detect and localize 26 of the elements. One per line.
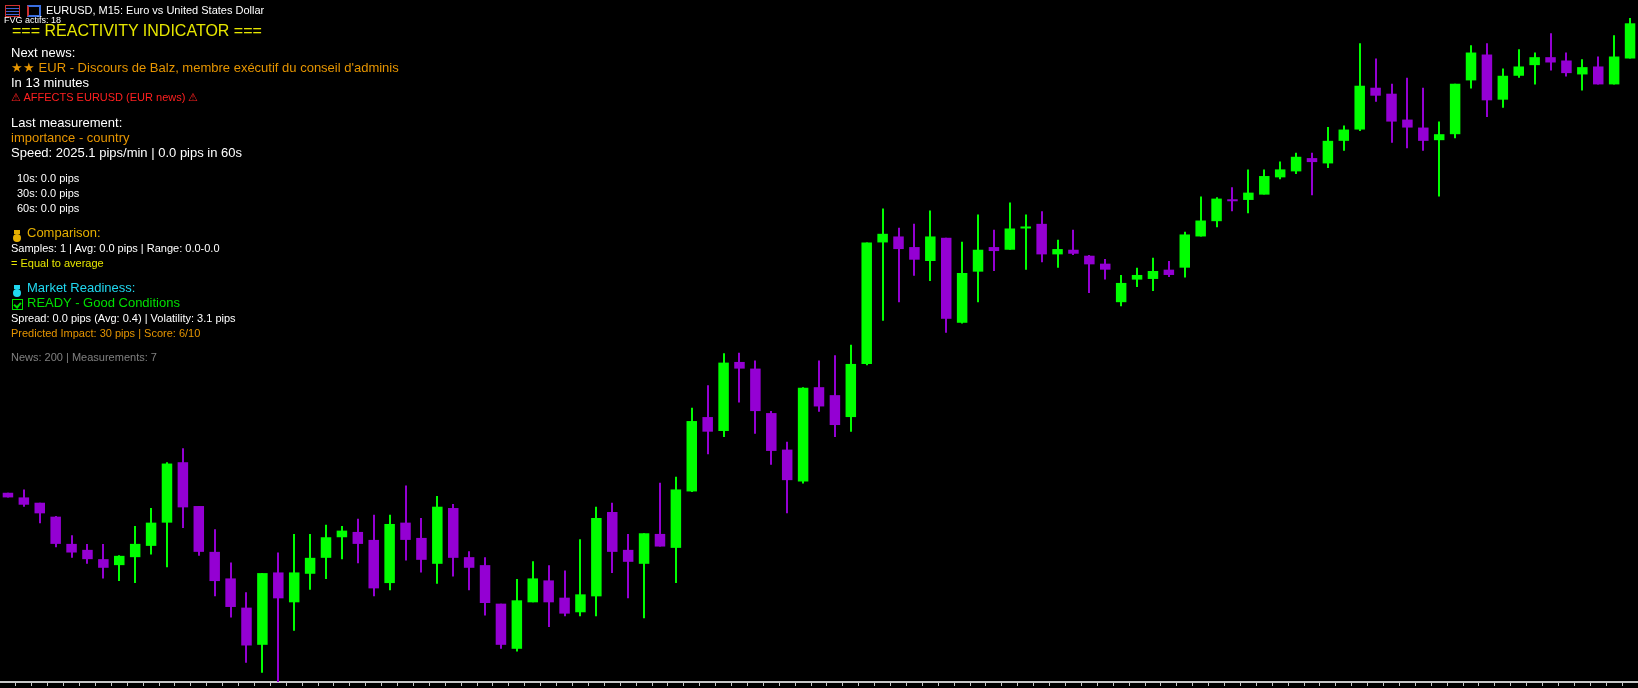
chart-subtitle: EURUSD, M15: Euro vs United States Dollar — [46, 4, 265, 16]
annotation: Speed: 2025.1 pips/min | 0.0 pips in 60s — [11, 145, 243, 161]
annotation: In 13 minutes — [11, 75, 90, 91]
candlestick — [988, 229, 1000, 271]
annotation: Predicted Impact: 30 pips | Score: 6/10 — [11, 327, 201, 340]
annotation: Comparison: — [27, 225, 101, 241]
annotation: 60s: 0.0 pips — [17, 202, 80, 215]
candlestick — [1227, 187, 1238, 212]
annotation: 30s: 0.0 pips — [17, 187, 80, 200]
chart-title: === REACTIVITY INDICATOR === — [12, 22, 262, 40]
annotation: 10s: 0.0 pips — [17, 172, 80, 185]
annotation: = Equal to average — [11, 257, 104, 270]
annotation: Last measurement: — [11, 115, 123, 131]
annotation: ★★ EUR - Discours de Balz, membre exécutif du conseil d'adminis — [11, 60, 399, 76]
annotation: Samples: 1 | Avg: 0.0 pips | Range: 0.0-0.0 — [11, 242, 220, 255]
annotation: News: 200 | Measurements: 7 — [11, 351, 157, 364]
candlestick — [877, 208, 888, 321]
annotation: FVG actifs: 18 — [4, 15, 62, 25]
annotation: READY - Good Conditions — [27, 295, 180, 311]
annotation: Spread: 0.0 pips (Avg: 0.4) | Volatility: 3.1 pips — [11, 312, 236, 325]
annotation: ⚠ AFFECTS EURUSD (EUR news) ⚠ — [11, 91, 199, 104]
annotation: Next news: — [11, 45, 76, 61]
annotation: importance - country — [11, 130, 130, 146]
annotation: Market Readiness: — [27, 280, 136, 296]
candlestick — [1433, 121, 1445, 197]
candlestick — [1020, 214, 1031, 270]
